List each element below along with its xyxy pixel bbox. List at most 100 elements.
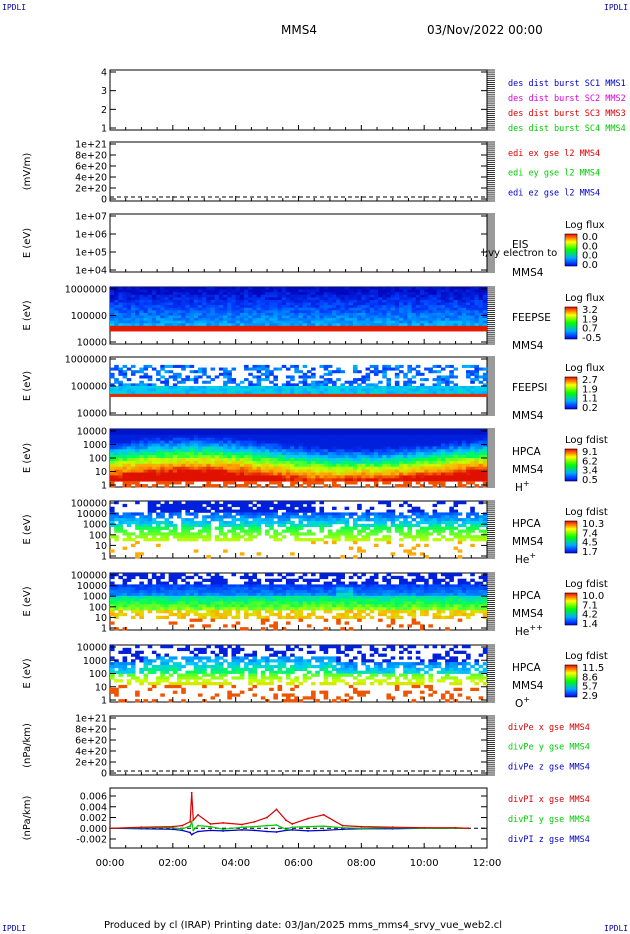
spectrogram-cell: [143, 431, 149, 436]
spectrogram-cell: [327, 475, 333, 479]
spectrogram-cell: [135, 388, 140, 392]
spectrogram-cell: [432, 364, 438, 368]
spectrogram-cell: [139, 518, 144, 522]
spectrogram-cell: [419, 305, 425, 309]
spectrogram-cell: [172, 478, 178, 482]
spectrogram-cell: [470, 440, 475, 444]
spectrogram-cell: [394, 287, 400, 290]
spectrogram-cell: [457, 463, 463, 468]
spectrogram-cell: [181, 520, 186, 525]
spectrogram-cell: [151, 440, 157, 444]
spectrogram-cell: [110, 484, 115, 488]
spectrogram-cell: [386, 302, 392, 306]
spectrogram-cell: [302, 380, 308, 384]
spectrogram-cell: [147, 328, 153, 332]
spectrogram-cell: [256, 325, 262, 329]
spectrogram-cell: [311, 318, 316, 322]
spectrogram-cell: [118, 520, 123, 525]
spectrogram-cell: [478, 431, 484, 436]
spectrogram-cell: [323, 297, 329, 301]
spectrogram-cell: [264, 434, 270, 439]
spectrogram-cell: [361, 287, 366, 290]
spectrogram-cell: [143, 458, 149, 462]
spectrogram-cell: [239, 318, 245, 322]
spectrogram-cell: [311, 375, 316, 379]
spectrogram-cell: [202, 434, 207, 439]
spectrogram-cell: [218, 328, 224, 332]
spectrogram-cell: [424, 434, 429, 439]
spectrogram-cell: [290, 318, 295, 322]
spectrogram-cell: [302, 323, 308, 327]
spectrogram-cell: [302, 375, 308, 379]
spectrogram-cell: [210, 449, 216, 453]
spectrogram-cell: [449, 292, 454, 296]
spectrogram-cell: [197, 458, 203, 462]
spectrogram-cell: [390, 323, 396, 327]
spectrogram-cell: [432, 463, 438, 468]
spectrogram-cell: [474, 393, 480, 397]
spectrogram-cell: [373, 302, 379, 306]
spectrogram-cell: [281, 315, 287, 319]
spectrogram-cell: [311, 310, 316, 314]
spectrogram-cell: [319, 383, 325, 387]
spectrogram-cell: [294, 472, 299, 476]
spectrogram-cell: [436, 460, 442, 465]
spectrogram-cell: [436, 431, 442, 436]
spectrogram-cell: [302, 312, 308, 316]
legend-entry: des dist burst SC2 MMS2: [508, 94, 626, 104]
spectrogram-cell: [424, 478, 429, 482]
spectrogram-cell: [436, 440, 442, 444]
spectrogram-cell: [168, 386, 174, 390]
spectrogram-cell: [361, 292, 366, 296]
spectrogram-cell: [440, 294, 446, 298]
spectrogram-cell: [440, 367, 446, 371]
spectrogram-cell: [332, 506, 337, 510]
spectrogram-cell: [390, 475, 396, 479]
y-tick-label: 8e+20: [75, 151, 107, 162]
spectrogram-cell: [440, 320, 446, 324]
spectrogram-cell: [227, 443, 232, 447]
spectrogram-cell: [164, 535, 170, 539]
spectrogram-cell: [394, 372, 400, 376]
spectrogram-cell: [185, 440, 190, 444]
spectrogram-cell: [269, 481, 274, 485]
spectrogram-cell: [411, 472, 417, 476]
spectrogram-cell: [130, 292, 136, 296]
spectrogram-cell: [223, 431, 228, 436]
spectrogram-cell: [440, 312, 446, 316]
spectrogram-cell: [386, 292, 392, 296]
spectrogram-cell: [390, 431, 396, 436]
spectrogram-cell: [122, 481, 128, 485]
spectrogram-cell: [273, 478, 278, 482]
spectrogram-cell: [143, 323, 149, 327]
spectrogram-cell: [114, 310, 119, 314]
spectrogram-cell: [206, 312, 211, 316]
spectrogram-cell: [256, 315, 262, 319]
spectrogram-cell: [298, 320, 304, 324]
spectrogram-cell: [436, 310, 442, 314]
spectrogram-cell: [202, 302, 207, 306]
spectrogram-cell: [181, 386, 186, 390]
spectrogram-cell: [264, 446, 270, 450]
spectrogram-cell: [168, 446, 174, 450]
spectrogram-cell: [206, 320, 211, 324]
spectrogram-cell: [172, 501, 178, 505]
spectrogram-cell: [373, 289, 379, 293]
spectrogram-cell: [474, 437, 480, 441]
spectrogram-cell: [235, 440, 241, 444]
spectrogram-cell: [168, 294, 174, 298]
spectrogram-cell: [436, 446, 442, 450]
spectrogram-cell: [411, 315, 417, 319]
spectrogram-cell: [206, 310, 211, 314]
spectrogram-cell: [340, 388, 345, 392]
spectrogram-cell: [172, 509, 178, 513]
spectrogram-cell: [399, 429, 404, 433]
spectrogram-cell: [298, 523, 304, 528]
spectrogram-cell: [260, 320, 266, 324]
spectrogram-cell: [252, 299, 258, 303]
spectrogram-cell: [415, 466, 421, 470]
spectrogram-cell: [306, 469, 312, 473]
spectrogram-cell: [365, 372, 371, 376]
spectrogram-cell: [235, 307, 241, 311]
spectrogram-cell: [344, 318, 350, 322]
